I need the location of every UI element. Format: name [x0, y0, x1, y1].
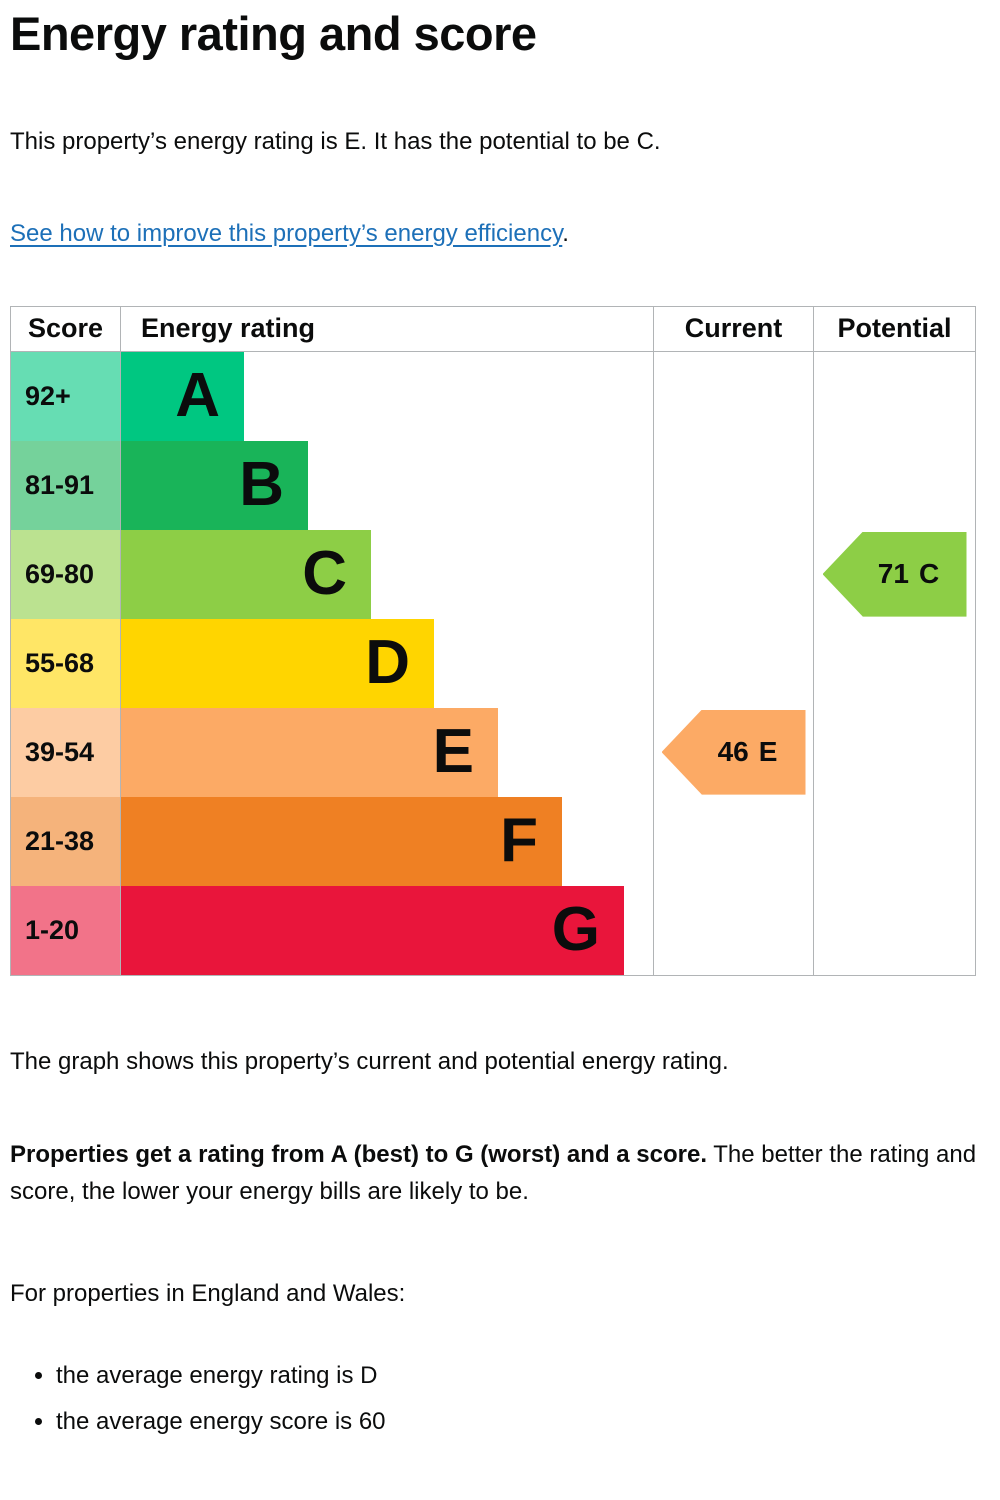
- band-letter: E: [432, 717, 474, 787]
- band-letter: D: [365, 628, 410, 698]
- potential-cell: [814, 619, 975, 708]
- rating-band-bar: D: [121, 618, 434, 708]
- rating-cell: B: [121, 440, 654, 530]
- band-letter: A: [175, 361, 220, 431]
- current-cell: [654, 351, 814, 441]
- epc-row: 21-38 F: [11, 796, 975, 886]
- score-range-cell: 81-91: [11, 440, 121, 530]
- rating-band-bar: E: [121, 707, 498, 797]
- rating-cell: F: [121, 796, 654, 886]
- epc-row: 39-54 E 46 E: [11, 707, 975, 797]
- explanation-text: Properties get a rating from A (best) to…: [10, 1136, 985, 1210]
- band-letter: F: [500, 806, 538, 876]
- epc-header-row: Score Energy rating Current Potential: [11, 306, 975, 352]
- band-letter: B: [239, 450, 284, 520]
- current-cell: [654, 529, 814, 619]
- epc-row: 1-20 G: [11, 885, 975, 975]
- potential-cell: [814, 352, 975, 441]
- current-cell: [654, 618, 814, 708]
- column-header-energy-rating: Energy rating: [121, 306, 654, 351]
- band-letter: C: [302, 539, 347, 609]
- page-title: Energy rating and score: [10, 7, 537, 60]
- potential-cell: [814, 441, 975, 530]
- improve-link-period: .: [562, 219, 569, 247]
- rating-arrow-current: 46 E: [661, 709, 806, 795]
- potential-cell: [814, 708, 975, 797]
- current-cell: 46 E: [654, 707, 814, 797]
- current-cell: [654, 796, 814, 886]
- explanation-bold: Properties get a rating from A (best) to…: [10, 1140, 707, 1168]
- rating-cell: G: [121, 885, 654, 975]
- epc-chart: Score Energy rating Current Potential 92…: [10, 305, 976, 976]
- arrow-score-value: 71: [877, 558, 909, 590]
- rating-cell: A: [121, 351, 654, 441]
- average-list: the average energy rating is D the avera…: [10, 1360, 985, 1439]
- band-letter: G: [551, 895, 600, 965]
- potential-cell: [814, 886, 975, 975]
- potential-cell: 71 C: [814, 530, 975, 619]
- region-heading: For properties in England and Wales:: [10, 1279, 406, 1307]
- score-range-cell: 92+: [11, 351, 121, 441]
- rating-cell: D: [121, 618, 654, 708]
- arrow-band-letter: E: [758, 736, 778, 768]
- improve-energy-efficiency-link[interactable]: See how to improve this property’s energ…: [10, 219, 563, 247]
- average-score-item: the average energy score is 60: [56, 1406, 985, 1438]
- explanation-rest: The better the rating and score, the low…: [10, 1140, 977, 1205]
- intro-text: This property’s energy rating is E. It h…: [10, 128, 661, 156]
- improve-link-line: See how to improve this property’s energ…: [10, 220, 985, 248]
- score-range-cell: 55-68: [11, 618, 121, 708]
- rating-band-bar: C: [121, 529, 371, 619]
- rating-band-bar: B: [121, 440, 308, 530]
- average-rating-item: the average energy rating is D: [56, 1360, 985, 1392]
- column-header-potential: Potential: [837, 313, 952, 344]
- column-header-score: Score: [11, 306, 121, 351]
- score-range-cell: 1-20: [11, 885, 121, 975]
- arrow-score-value: 46: [717, 736, 749, 768]
- current-cell: [654, 440, 814, 530]
- rating-band-bar: A: [121, 351, 244, 441]
- rating-cell: E: [121, 707, 654, 797]
- epc-row: 92+ A: [11, 351, 975, 441]
- score-range-cell: 39-54: [11, 707, 121, 797]
- epc-row: 69-80 C 71 C: [11, 529, 975, 619]
- arrow-band-letter: C: [918, 558, 940, 590]
- column-header-current: Current: [654, 306, 814, 351]
- potential-cell: [814, 797, 975, 886]
- epc-row: 55-68 D: [11, 618, 975, 708]
- epc-row: 81-91 B: [11, 440, 975, 530]
- graph-caption: The graph shows this property’s current …: [10, 1047, 729, 1075]
- rating-arrow-potential: 71 C: [822, 531, 967, 617]
- epc-table-body: 92+ A 81-91 B 69-80 C 71 C 55-68 D 39-54 E 46 E 21-38 F…: [11, 351, 975, 975]
- current-cell: [654, 885, 814, 975]
- score-range-cell: 21-38: [11, 796, 121, 886]
- score-range-cell: 69-80: [11, 529, 121, 619]
- rating-band-bar: G: [121, 885, 624, 975]
- rating-band-bar: F: [121, 796, 562, 886]
- rating-cell: C: [121, 529, 654, 619]
